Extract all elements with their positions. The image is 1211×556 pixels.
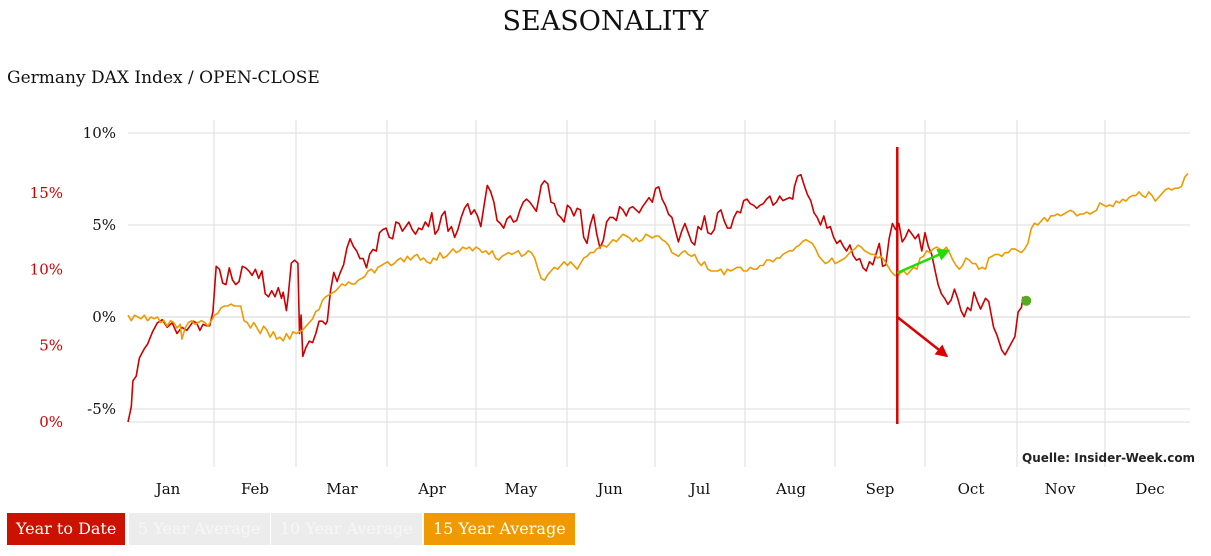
seasonality-chart: 10% 5% 0% -5% 15% 10% 5% 0% Jan Feb Mar Apr May Jun… xyxy=(30,120,1195,498)
up-arrow xyxy=(896,249,951,274)
x-tick-label: Mar xyxy=(326,480,358,498)
chart-title: SEASONALITY xyxy=(502,6,709,37)
x-tick-label: Sep xyxy=(866,480,895,498)
y-tick-label-ytd: 5% xyxy=(39,337,63,355)
x-tick-label: Feb xyxy=(241,480,269,498)
legend-10-year-average[interactable]: 10 Year Average xyxy=(271,513,422,545)
x-tick-label: Nov xyxy=(1045,480,1076,498)
y-axis-avg: 10% 5% 0% -5% xyxy=(83,124,116,418)
y-tick-label-avg: -5% xyxy=(87,400,116,418)
legend-year-to-date[interactable]: Year to Date xyxy=(7,513,126,545)
y-tick-label-ytd: 10% xyxy=(30,260,63,278)
y-tick-label-ytd: 15% xyxy=(30,184,63,202)
legend-5-year-average[interactable]: 5 Year Average xyxy=(129,513,270,545)
annotations xyxy=(896,147,1032,424)
x-tick-label: Aug xyxy=(775,480,806,498)
x-tick-label: Apr xyxy=(417,480,446,498)
series-line-15-year-average xyxy=(127,172,1189,342)
chart-subtitle: Germany DAX Index / OPEN-CLOSE xyxy=(7,68,320,88)
series-lines xyxy=(127,172,1189,423)
down-arrow xyxy=(896,316,949,358)
x-axis: Jan Feb Mar Apr May Jun Jul Aug Sep Oct Nov Dec xyxy=(154,480,1165,498)
y-tick-label-ytd: 0% xyxy=(39,413,63,431)
legend-15-year-average[interactable]: 15 Year Average xyxy=(424,513,575,545)
x-tick-label: Jun xyxy=(595,480,623,498)
series-line-year-to-date xyxy=(127,173,1024,423)
source-label: Quelle: Insider-Week.com xyxy=(1022,451,1195,465)
y-tick-label-avg: 0% xyxy=(92,308,116,326)
y-tick-label-avg: 10% xyxy=(83,124,116,142)
x-tick-label: Dec xyxy=(1135,480,1164,498)
x-tick-label: Jan xyxy=(154,480,181,498)
end-marker-dot xyxy=(1021,295,1032,306)
x-tick-label: May xyxy=(505,480,538,498)
y-tick-label-avg: 5% xyxy=(92,216,116,234)
grid-lines xyxy=(128,120,1190,467)
y-axis-ytd: 15% 10% 5% 0% xyxy=(30,184,63,431)
x-tick-label: Oct xyxy=(958,480,985,498)
x-tick-label: Jul xyxy=(688,480,711,498)
